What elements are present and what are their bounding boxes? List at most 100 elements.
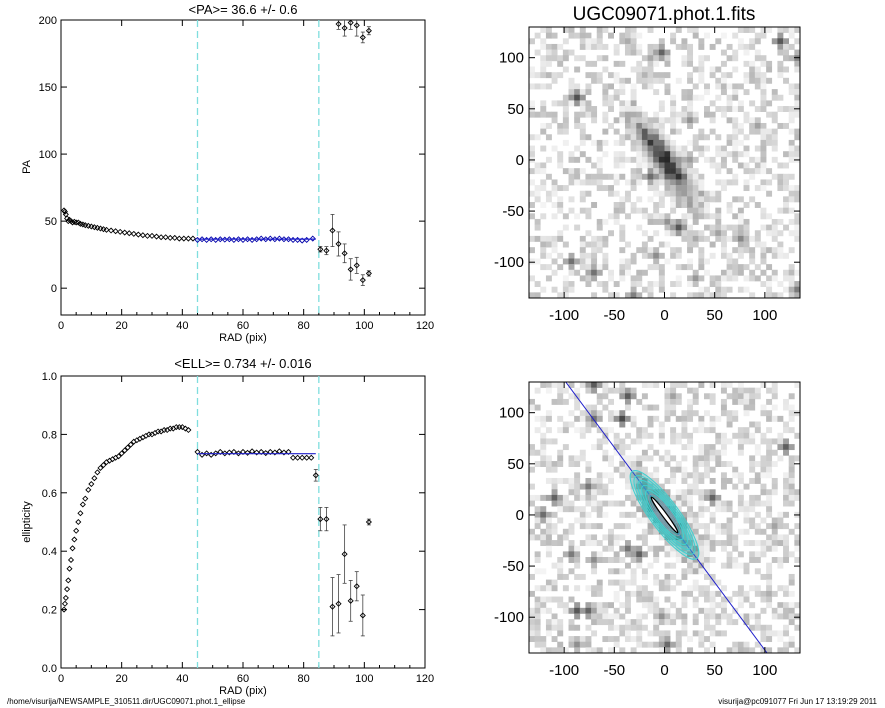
img1-pixel (579, 275, 586, 282)
img1-pixel (551, 32, 558, 39)
img2-pixel (692, 511, 699, 518)
img2-pixel (574, 415, 581, 422)
img1-pixel (670, 230, 677, 237)
img2-pixel (557, 540, 564, 547)
img1-pixel (709, 117, 716, 124)
ell-data-point (100, 462, 107, 469)
img2-pixel (596, 523, 603, 530)
ell-data-point (82, 495, 89, 502)
img1-pixel (692, 190, 699, 197)
img1-pixel (591, 60, 598, 67)
img2-pixel (602, 602, 609, 609)
img1-pixel (698, 230, 705, 237)
img1-pixel (670, 168, 677, 175)
img2-pixel (794, 534, 800, 541)
img2-pixel (641, 528, 648, 535)
img1-pixel (574, 55, 581, 62)
img1-pixel (619, 134, 626, 141)
img2-pixel (754, 387, 761, 394)
img2-pixel (754, 511, 761, 518)
img2-pixel (540, 449, 547, 456)
img1-pixel (619, 258, 626, 265)
pa-data-point (126, 230, 133, 237)
img1-pixel (681, 60, 688, 67)
img1-pixel (641, 213, 648, 220)
img1-pixel (624, 106, 631, 112)
img2-pixel (692, 551, 699, 558)
img1-pixel (653, 281, 660, 288)
img1-pixel (687, 264, 694, 271)
img1-pixel (704, 196, 710, 203)
isophote-ellipse (644, 489, 685, 541)
img1-pixel (664, 173, 671, 180)
img1-pixel (608, 72, 614, 79)
img2-pixel (557, 461, 564, 467)
img2-pixel (545, 523, 552, 530)
img2-pixel (557, 624, 564, 631)
img1-pixel (613, 207, 620, 214)
pa-xtick-label: 40 (176, 320, 188, 332)
img1-pixel (551, 111, 558, 118)
img1-pixel (749, 117, 756, 124)
img1-pixel (624, 190, 631, 197)
img1-pixel (670, 151, 677, 158)
img1-pixel (754, 156, 761, 163)
img2-pixel (540, 585, 547, 592)
img2-pixel (613, 500, 620, 507)
img1-pixel (653, 151, 660, 158)
img1-pixel (794, 185, 800, 192)
img1-pixel (608, 173, 614, 180)
img2-pixel (591, 602, 598, 609)
ell-data-point (323, 516, 330, 523)
img1-pixel (754, 202, 761, 208)
img2-pixel (670, 602, 677, 609)
img2-pixel (551, 619, 558, 626)
img1-pixel (732, 275, 739, 282)
img2-pixel (754, 472, 761, 479)
img2-pixel (771, 557, 778, 563)
img2-pixel (562, 387, 569, 394)
img2-pixel (766, 511, 773, 518)
img1-pixel (557, 43, 564, 50)
img1-pixel (726, 207, 733, 214)
ell-data-point (97, 464, 104, 472)
img1-pixel (529, 213, 535, 220)
img1-pixel (698, 94, 705, 101)
img2-pixel (681, 540, 688, 547)
img1-pixel (794, 100, 800, 107)
img1-pixel (641, 247, 648, 254)
img2-pixel (771, 387, 778, 394)
img1-pixel (783, 185, 790, 192)
img1-pixel (664, 49, 671, 56)
img2-pixel (653, 523, 660, 530)
pa-data-point (61, 208, 68, 215)
img2-pixel (698, 444, 705, 451)
img1-pixel (670, 145, 677, 152)
img2-pixel (737, 562, 744, 569)
img1-pixel (754, 72, 761, 79)
ell-data-point (276, 448, 283, 455)
img1-pixel (596, 264, 603, 271)
img2-pixel (574, 573, 581, 580)
img2-pixel (760, 545, 767, 552)
img1-pixel (692, 202, 699, 208)
img2-pixel (579, 432, 586, 439)
ell-y-axis-label: ellipticity (21, 501, 33, 543)
img2-pixel (658, 641, 665, 648)
ell-data-point (235, 450, 242, 457)
img1-pixel (608, 83, 614, 90)
img2-pixel (726, 534, 733, 541)
img1-pixel (619, 235, 626, 242)
img2-pixel (647, 432, 654, 439)
img1-pixel (760, 224, 767, 231)
img2-pixel (704, 568, 710, 575)
img1-pixel (641, 173, 648, 180)
img2-pixel (670, 494, 677, 501)
img1-pixel (766, 224, 773, 231)
img1-pixel (692, 292, 699, 298)
img1-pixel (681, 38, 688, 45)
img2-pixel (534, 506, 541, 513)
img2-pixel (540, 534, 547, 541)
img1-pixel (619, 32, 626, 39)
img1-pixel (658, 43, 665, 50)
